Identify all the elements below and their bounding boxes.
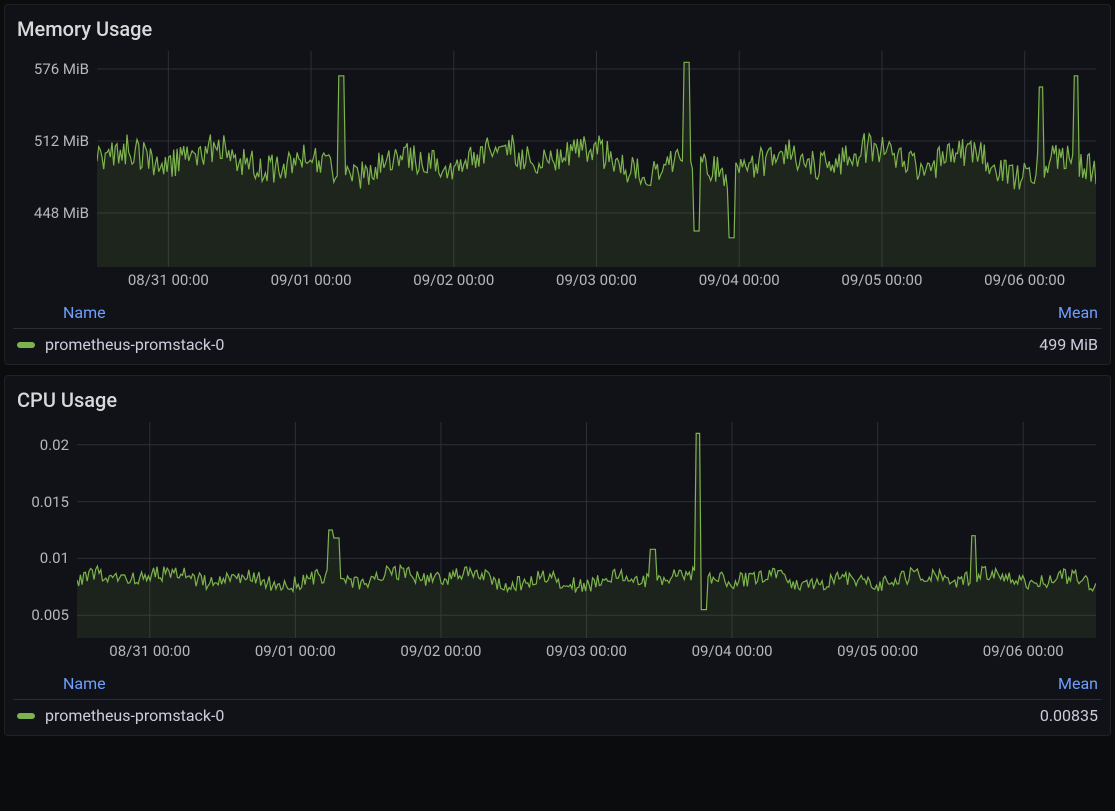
y-tick-label: 0.005 [31,606,69,624]
y-axis-memory: 448 MiB 512 MiB 576 MiB [13,51,97,267]
x-tick-label: 09/06 00:00 [984,271,1065,289]
panel-title-memory: Memory Usage [13,13,1102,51]
x-tick-label: 09/03 00:00 [546,642,627,660]
legend-col-mean[interactable]: Mean [978,303,1098,322]
plot-cpu[interactable] [77,422,1096,638]
x-tick-label: 09/02 00:00 [400,642,481,660]
series-swatch-icon [17,342,35,348]
legend-cpu: Name Mean prometheus-promstack-0 0.00835 [13,668,1102,731]
series-mean: 0.00835 [978,706,1098,725]
y-tick-label: 576 MiB [34,60,89,78]
x-axis-memory: 08/31 00:00 09/01 00:00 09/02 00:00 09/03 0… [97,269,1096,291]
y-tick-label: 448 MiB [34,204,89,222]
panel-memory-usage: Memory Usage 448 MiB 512 MiB 576 MiB 08/31… [4,4,1111,365]
legend-col-mean[interactable]: Mean [978,674,1098,693]
y-tick-label: 0.015 [31,493,69,511]
chart-cpu[interactable]: 0.005 0.01 0.015 0.02 08/31 00:00 09/01 00:0… [13,422,1102,662]
x-tick-label: 09/05 00:00 [837,642,918,660]
x-tick-label: 08/31 00:00 [128,271,209,289]
x-axis-cpu: 08/31 00:00 09/01 00:00 09/02 00:00 09/03 0… [77,640,1096,662]
y-tick-label: 0.02 [40,436,69,454]
legend-header[interactable]: Name Mean [13,668,1102,700]
legend-header[interactable]: Name Mean [13,297,1102,329]
x-tick-label: 09/06 00:00 [983,642,1064,660]
x-tick-label: 08/31 00:00 [109,642,190,660]
x-tick-label: 09/01 00:00 [255,642,336,660]
legend-row[interactable]: prometheus-promstack-0 499 MiB [13,329,1102,360]
x-tick-label: 09/04 00:00 [699,271,780,289]
panel-cpu-usage: CPU Usage 0.005 0.01 0.015 0.02 08/31 00:00… [4,375,1111,736]
legend-col-name[interactable]: Name [17,674,978,693]
series-name: prometheus-promstack-0 [45,335,978,354]
legend-col-name[interactable]: Name [17,303,978,322]
panel-title-cpu: CPU Usage [13,384,1102,422]
y-tick-label: 0.01 [40,549,69,567]
y-tick-label: 512 MiB [34,132,89,150]
series-name: prometheus-promstack-0 [45,706,978,725]
series-mean: 499 MiB [978,335,1098,354]
x-tick-label: 09/05 00:00 [841,271,922,289]
x-tick-label: 09/03 00:00 [556,271,637,289]
series-swatch-icon [17,713,35,719]
x-tick-label: 09/02 00:00 [413,271,494,289]
legend-memory: Name Mean prometheus-promstack-0 499 MiB [13,297,1102,360]
x-tick-label: 09/04 00:00 [692,642,773,660]
y-axis-cpu: 0.005 0.01 0.015 0.02 [13,422,77,638]
plot-memory[interactable] [97,51,1096,267]
chart-memory[interactable]: 448 MiB 512 MiB 576 MiB 08/31 00:00 09/01 0… [13,51,1102,291]
x-tick-label: 09/01 00:00 [271,271,352,289]
legend-row[interactable]: prometheus-promstack-0 0.00835 [13,700,1102,731]
